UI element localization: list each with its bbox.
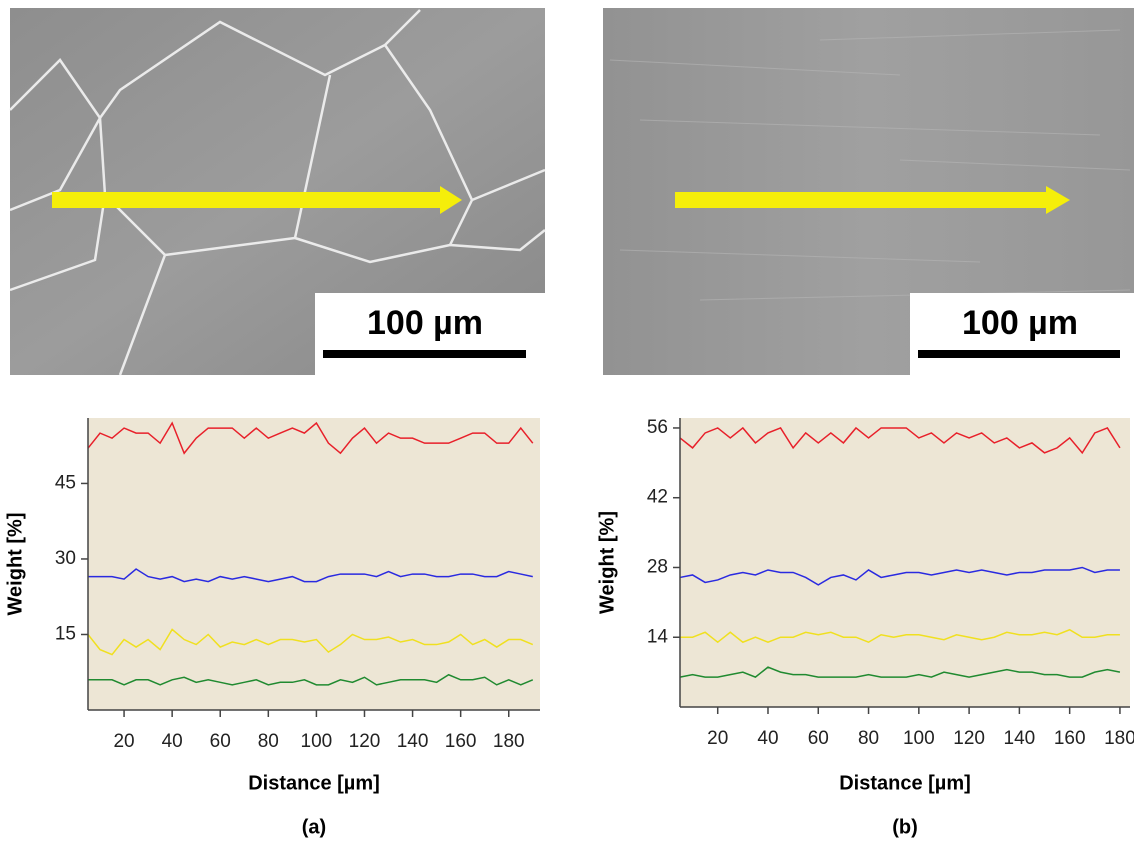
y-tick-label: 28: [647, 556, 668, 577]
sem-image-a: 100 µm: [9, 8, 546, 376]
x-tick-label: 40: [757, 728, 778, 749]
plot-background: [680, 418, 1130, 707]
y-tick-label: 14: [647, 626, 669, 647]
x-tick-label: 140: [1004, 728, 1036, 749]
y-axis-label: Weight [%]: [596, 511, 618, 614]
x-tick-label: 160: [445, 731, 477, 752]
x-axis-label: Distance [µm]: [248, 772, 380, 794]
data-line: [679, 666, 1121, 678]
data-line: [87, 421, 534, 455]
data-line: [679, 426, 1121, 455]
y-axis-label: Weight [%]: [4, 513, 26, 616]
data-line: [679, 566, 1120, 586]
x-tick-label: 160: [1054, 728, 1086, 749]
x-tick-label: 100: [903, 728, 935, 749]
data-line: [87, 628, 534, 656]
x-tick-label: 60: [210, 731, 231, 752]
plot-background: [88, 418, 540, 710]
panel-label: (b): [892, 816, 918, 838]
x-axis-label: Distance [µm]: [839, 772, 971, 794]
x-tick-label: 100: [301, 731, 333, 752]
x-tick-label: 80: [858, 728, 879, 749]
x-tick-label: 60: [808, 728, 829, 749]
data-line: [88, 673, 534, 686]
x-tick-label: 120: [953, 728, 985, 749]
x-tick-label: 20: [113, 731, 134, 752]
x-tick-label: 40: [162, 731, 183, 752]
y-tick-label: 30: [55, 548, 76, 569]
x-tick-label: 180: [1104, 728, 1134, 749]
sem-image-b: 100 µm: [603, 8, 1134, 375]
data-line: [88, 568, 533, 583]
x-tick-label: 180: [493, 731, 525, 752]
y-tick-label: 45: [55, 472, 76, 493]
y-tick-label: 15: [55, 623, 76, 644]
scale-bar-label: 100 µm: [962, 304, 1078, 342]
x-tick-label: 20: [707, 728, 728, 749]
y-tick-label: 42: [647, 487, 668, 508]
x-tick-label: 140: [397, 731, 429, 752]
scale-bar-label: 100 µm: [367, 304, 483, 342]
data-line: [680, 628, 1120, 644]
y-tick-label: 56: [647, 417, 668, 438]
x-tick-label: 80: [258, 731, 279, 752]
x-tick-label: 120: [349, 731, 381, 752]
panel-label: (a): [302, 816, 326, 838]
